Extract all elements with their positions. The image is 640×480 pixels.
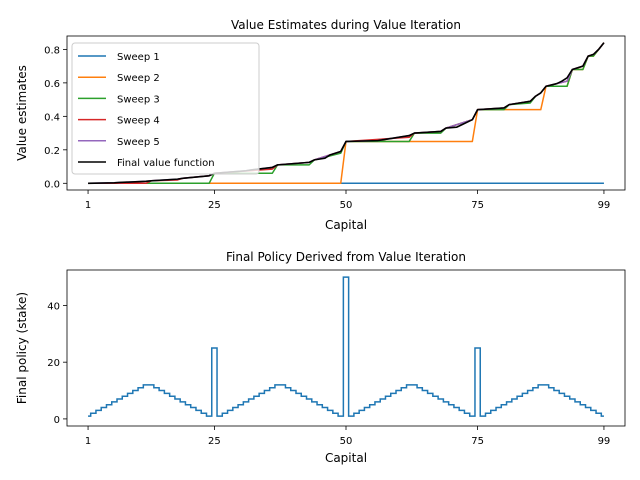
legend-label: Sweep 3 (117, 94, 160, 105)
x-tick-label: 25 (208, 436, 221, 447)
policy-chart-title: Final Policy Derived from Value Iteratio… (226, 250, 466, 264)
policy-x-ticks: 1 25 50 75 99 (85, 426, 610, 447)
policy-y-axis-label: Final policy (stake) (15, 292, 29, 404)
policy-x-axis-label: Capital (325, 451, 367, 465)
value-chart-title: Value Estimates during Value Iteration (231, 18, 461, 32)
legend-label: Sweep 5 (117, 137, 160, 148)
policy-y-ticks: 0 20 40 (47, 301, 67, 426)
policy-plot-area (67, 270, 625, 426)
legend: Sweep 1 Sweep 2 Sweep 3 Sweep 4 Sweep 5 Final… (71, 42, 260, 175)
x-tick-label: 50 (340, 200, 353, 211)
legend-box (71, 42, 260, 175)
value-x-ticks: 1 25 50 75 99 (85, 190, 610, 211)
x-tick-label: 99 (598, 200, 611, 211)
x-tick-label: 99 (598, 436, 611, 447)
y-tick-label: 0.4 (44, 112, 60, 123)
y-tick-label: 0.2 (44, 146, 60, 157)
x-tick-label: 75 (471, 436, 484, 447)
value-y-axis-label: Value estimates (15, 65, 29, 161)
policy-line (88, 276, 604, 417)
y-tick-label: 20 (47, 358, 60, 369)
y-tick-label: 0.0 (44, 179, 60, 190)
y-tick-label: 0.6 (44, 79, 60, 90)
x-tick-label: 50 (340, 436, 353, 447)
x-tick-label: 1 (85, 436, 91, 447)
y-tick-label: 0 (54, 415, 60, 426)
legend-entries: Sweep 1 Sweep 2 Sweep 3 Sweep 4 Sweep 5 Final… (78, 52, 215, 169)
x-tick-label: 75 (471, 200, 484, 211)
value-series-lines (88, 42, 605, 185)
legend-label: Sweep 1 (117, 52, 160, 63)
y-tick-label: 0.8 (44, 45, 60, 56)
policy-step-line (88, 276, 604, 417)
value-estimates-panel: Value Estimates during Value Iteration 1… (15, 18, 626, 232)
x-tick-label: 25 (208, 200, 221, 211)
legend-label: Sweep 2 (117, 73, 160, 84)
series-line-6 (88, 42, 605, 185)
value-y-ticks: 0.0 0.2 0.4 0.6 0.8 (44, 45, 67, 190)
x-tick-label: 1 (85, 200, 91, 211)
legend-label: Final value function (117, 158, 215, 169)
final-policy-panel: Final Policy Derived from Value Iteratio… (15, 250, 626, 465)
legend-label: Sweep 4 (117, 116, 160, 127)
value-x-axis-label: Capital (325, 218, 367, 232)
y-tick-label: 40 (47, 301, 60, 312)
